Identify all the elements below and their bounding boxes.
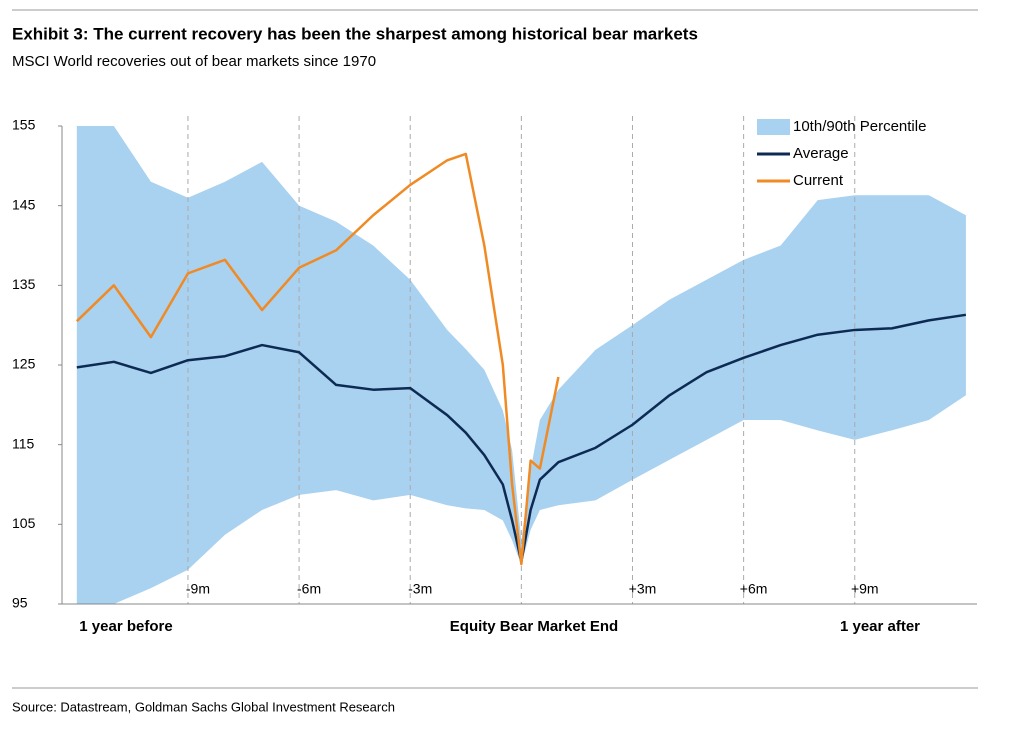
legend-swatch [757, 119, 790, 135]
x-tick-label: +3m [629, 581, 657, 597]
y-tick-label: 115 [12, 435, 35, 451]
axis-annotation: Equity Bear Market End [450, 618, 618, 635]
series-line [75, 152, 560, 566]
x-tick-label: -3m [408, 581, 432, 597]
series-line [76, 313, 967, 564]
y-tick-label: 135 [12, 276, 36, 292]
y-tick-label: 145 [12, 196, 36, 212]
chart-subtitle: MSCI World recoveries out of bear market… [12, 53, 376, 70]
legend-label: Average [793, 145, 849, 162]
x-tick-label: +9m [851, 581, 879, 597]
axis-annotation: 1 year after [840, 618, 920, 635]
y-tick-label: 105 [12, 515, 36, 531]
y-tick-label: 95 [12, 595, 28, 611]
x-tick-label: +6m [740, 581, 768, 597]
y-tick-label: 155 [12, 117, 36, 133]
source: Source: Datastream, Goldman Sachs Global… [12, 699, 395, 714]
y-tick-label: 125 [12, 356, 36, 372]
chart-title: Exhibit 3: The current recovery has been… [12, 24, 698, 43]
legend-label: 10th/90th Percentile [793, 118, 926, 135]
x-tick-label: -6m [297, 581, 321, 597]
legend-label: Current [793, 172, 844, 189]
axis-annotation: 1 year before [79, 618, 172, 635]
x-tick-label: -9m [186, 581, 210, 597]
